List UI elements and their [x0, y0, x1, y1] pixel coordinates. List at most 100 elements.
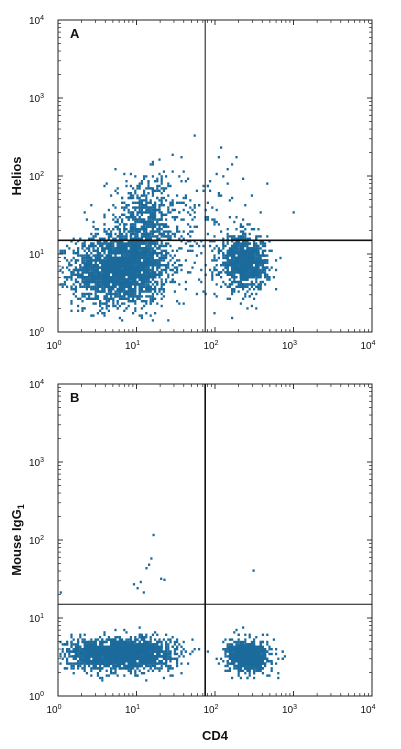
event-point — [160, 228, 163, 231]
event-point — [156, 268, 159, 272]
event-point — [228, 254, 231, 257]
event-point — [145, 261, 148, 264]
event-point — [123, 309, 126, 312]
event-point — [134, 206, 137, 209]
event-point — [134, 285, 137, 288]
event-point — [191, 249, 194, 252]
event-point — [101, 244, 104, 248]
event-point — [255, 252, 258, 255]
event-point — [138, 211, 141, 214]
event-point — [242, 261, 245, 264]
event-point — [121, 268, 124, 272]
event-point — [151, 266, 154, 269]
event-point — [244, 204, 247, 207]
event-point — [235, 256, 238, 260]
event-point — [136, 261, 139, 264]
event-point — [250, 249, 253, 252]
event-point — [112, 297, 115, 300]
event-point — [151, 268, 154, 272]
event-point — [171, 216, 174, 219]
event-point — [112, 278, 115, 281]
event-point — [248, 261, 251, 264]
x-tick-label-exp: 3 — [293, 340, 297, 347]
event-point — [233, 264, 236, 267]
event-point — [248, 271, 251, 274]
event-point — [85, 276, 88, 279]
event-point — [88, 259, 91, 262]
event-point — [176, 648, 179, 651]
event-point — [96, 252, 99, 255]
event-point — [160, 232, 163, 236]
event-point — [138, 271, 141, 274]
event-point — [222, 254, 225, 257]
event-point — [118, 292, 121, 296]
event-point — [237, 285, 240, 288]
event-point — [107, 674, 110, 677]
y-tick-label-exp: 2 — [40, 171, 44, 178]
event-point — [140, 290, 143, 293]
event-point — [158, 271, 161, 274]
event-point — [116, 268, 119, 272]
event-point — [158, 244, 161, 248]
event-point — [116, 218, 119, 221]
event-point — [118, 259, 121, 262]
event-point — [99, 254, 102, 257]
event-point — [224, 244, 227, 248]
event-point — [116, 288, 119, 291]
event-point — [134, 175, 137, 178]
event-point — [149, 230, 152, 233]
event-point — [239, 261, 242, 264]
event-point — [189, 249, 192, 252]
event-point — [138, 259, 141, 262]
event-point — [132, 211, 135, 214]
event-point — [253, 256, 256, 260]
event-point — [143, 667, 146, 670]
event-point — [169, 268, 172, 272]
event-point — [81, 662, 84, 665]
event-point — [255, 266, 258, 269]
event-point — [233, 254, 236, 257]
event-point — [149, 314, 152, 317]
event-point — [123, 302, 126, 305]
event-point — [138, 283, 141, 286]
event-point — [246, 261, 249, 264]
event-point — [140, 194, 143, 197]
event-point — [173, 254, 176, 257]
event-point — [114, 168, 117, 171]
event-point — [101, 271, 104, 274]
event-point — [96, 672, 99, 675]
event-point — [107, 254, 110, 257]
event-point — [103, 259, 106, 262]
event-point — [96, 297, 99, 300]
event-point — [90, 297, 93, 300]
event-point — [114, 280, 117, 284]
event-point — [255, 237, 258, 240]
event-point — [83, 211, 86, 214]
event-point — [140, 638, 143, 641]
event-point — [125, 273, 128, 276]
event-point — [193, 261, 196, 264]
event-point — [129, 276, 132, 279]
event-point — [107, 280, 110, 284]
event-point — [253, 244, 256, 248]
event-point — [99, 273, 102, 276]
event-point — [242, 252, 245, 255]
event-point — [259, 271, 262, 274]
event-point — [184, 242, 187, 245]
event-point — [140, 276, 143, 279]
event-point — [99, 271, 102, 274]
event-point — [132, 261, 135, 264]
event-point — [178, 283, 181, 286]
event-point — [200, 280, 203, 284]
event-point — [226, 254, 229, 257]
event-point — [110, 285, 113, 288]
event-point — [145, 249, 148, 252]
event-point — [110, 276, 113, 279]
event-point — [160, 216, 163, 219]
event-point — [165, 249, 168, 252]
event-point — [107, 264, 110, 267]
event-point — [176, 249, 179, 252]
event-point — [105, 640, 108, 644]
event-point — [191, 244, 194, 248]
event-point — [105, 292, 108, 296]
